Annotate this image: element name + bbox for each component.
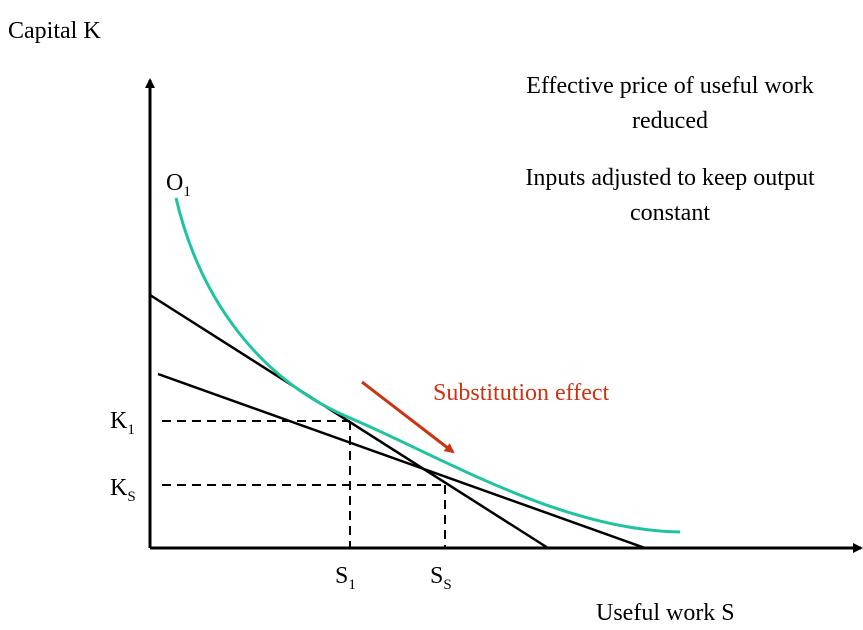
- effect-arrow: [361, 380, 455, 454]
- curve-label: O1: [166, 170, 191, 200]
- x-axis-label: Useful work S: [596, 600, 735, 626]
- annotation: Effective price of useful work: [526, 73, 813, 99]
- point-label: KS: [110, 475, 136, 505]
- effect-label: Substitution effect: [433, 380, 610, 406]
- annotation: Inputs adjusted to keep output: [525, 165, 815, 191]
- point-label: SS: [430, 563, 452, 593]
- isoquant: [174, 197, 681, 534]
- y-axis-label: Capital K: [8, 18, 101, 44]
- point-label: S1: [335, 563, 356, 593]
- point-label: K1: [110, 408, 135, 438]
- annotation: reduced: [632, 108, 708, 134]
- budget-line: [157, 372, 646, 550]
- annotation: constant: [630, 200, 710, 226]
